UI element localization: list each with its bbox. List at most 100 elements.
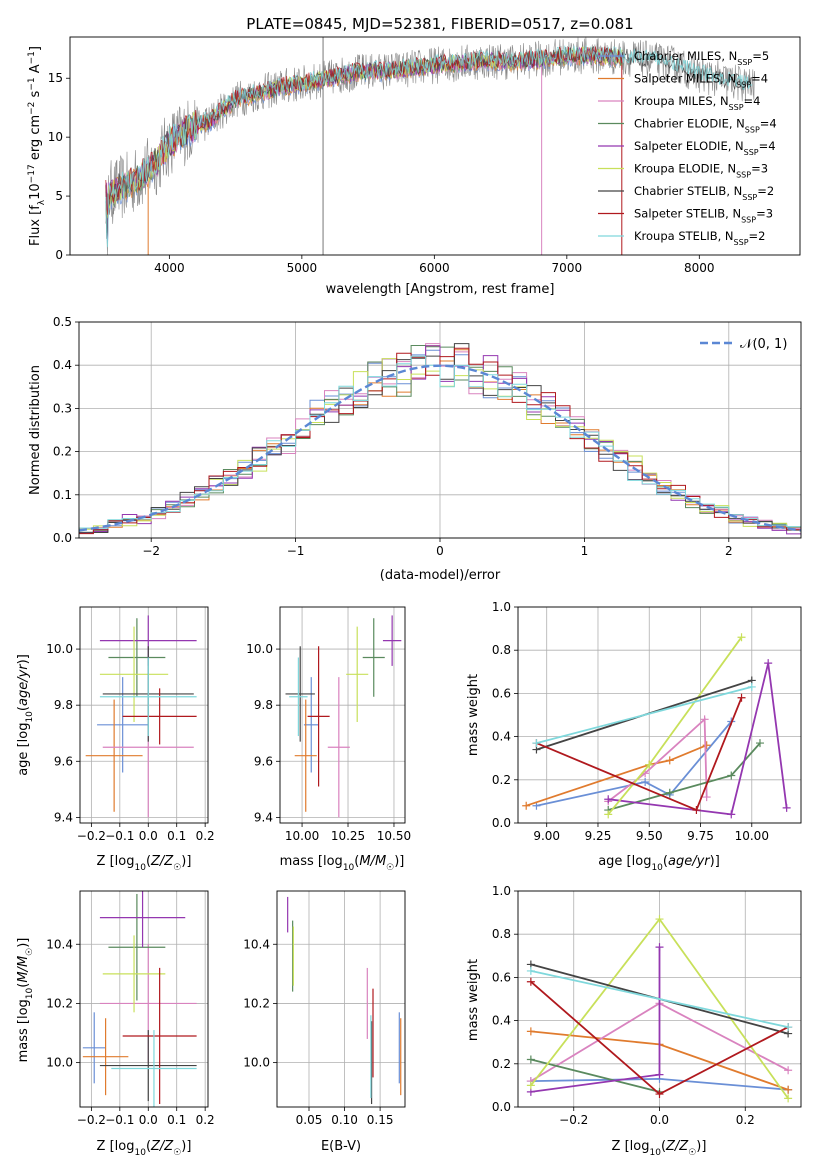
y-tick-label: 9.6 bbox=[54, 754, 73, 768]
series-line-2 bbox=[607, 717, 708, 803]
data-point bbox=[755, 739, 764, 748]
x-tick-label: −0.1 bbox=[105, 829, 134, 843]
y-tick-label: 0 bbox=[55, 248, 63, 262]
data-point bbox=[727, 810, 736, 819]
y-tick-label: 9.8 bbox=[254, 698, 273, 712]
y-tick-label: 10.0 bbox=[46, 642, 73, 656]
y-tick-label: 5 bbox=[55, 189, 63, 203]
data-point bbox=[665, 756, 674, 765]
series-line-0 bbox=[536, 720, 732, 807]
y-tick-label: 0.2 bbox=[492, 773, 511, 787]
y-tick-label: 0.4 bbox=[53, 358, 72, 372]
series-line-7 bbox=[536, 697, 743, 812]
x-axis-label: (data-model)/error bbox=[380, 568, 501, 583]
data-point bbox=[645, 760, 654, 769]
y-axis-label: Flux [fλ10−17 erg cm−2 s−1 A−1] bbox=[27, 46, 47, 246]
series-line-3 bbox=[530, 1058, 660, 1093]
y-tick-label: 0.4 bbox=[492, 730, 511, 744]
data-point bbox=[782, 803, 791, 812]
panel-mass-vs-metallicity: −0.2 −0.1 0.0 0.1 0.2 10.0 10.2 10.4 bbox=[46, 890, 215, 1127]
x-tick-label: 9.50 bbox=[636, 829, 663, 843]
x-tick-label: 0 bbox=[436, 544, 444, 558]
x-tick-label: 0.10 bbox=[331, 1113, 358, 1127]
y-axis-label: age [log10(age/yr)] bbox=[16, 654, 35, 776]
panel-spectrum: 4000 5000 6000 7000 8000 0 5 10 15 bbox=[48, 36, 801, 275]
legend-entry: Salpeter STELIB, NSSP=3 bbox=[634, 207, 773, 225]
data-point bbox=[784, 1085, 793, 1094]
y-tick-label: 0.6 bbox=[492, 686, 511, 700]
y-tick-label: 10.2 bbox=[46, 996, 73, 1010]
y-tick-label: 10.0 bbox=[246, 642, 273, 656]
x-tick-label: 0.1 bbox=[167, 1113, 186, 1127]
legend-entry: Chabrier STELIB, NSSP=2 bbox=[634, 184, 774, 202]
x-tick-label: 5000 bbox=[287, 261, 318, 275]
x-tick-label: 0.2 bbox=[196, 829, 215, 843]
plot-area bbox=[105, 37, 756, 255]
legend-entry: Kroupa MILES, NSSP=4 bbox=[634, 94, 760, 112]
x-axis-label: Z [log10(Z/Z☉)] bbox=[97, 1139, 192, 1158]
y-tick-label: 0.0 bbox=[492, 816, 511, 830]
legend-entry: Chabrier MILES, NSSP=5 bbox=[634, 49, 769, 67]
y-axis-label: Normed distribution bbox=[28, 365, 43, 495]
x-axis-label: age [log10(age/yr)] bbox=[598, 854, 720, 873]
axes-frame bbox=[69, 36, 801, 256]
x-tick-label: 10.00 bbox=[735, 829, 769, 843]
x-tick-label: 0.05 bbox=[296, 1113, 323, 1127]
chart-title: PLATE=0845, MJD=52381, FIBERID=0517, z=0… bbox=[246, 15, 633, 33]
data-point bbox=[526, 1081, 535, 1090]
y-axis-label: mass weight bbox=[466, 674, 481, 756]
x-tick-label: 10.00 bbox=[285, 829, 319, 843]
y-tick-label: 1.0 bbox=[492, 600, 511, 614]
plot-area bbox=[522, 633, 791, 819]
y-tick-label: 10.0 bbox=[46, 1056, 73, 1070]
x-tick-label: −0.1 bbox=[105, 1113, 134, 1127]
y-tick-label: 0.8 bbox=[492, 643, 511, 657]
x-axis-label: mass [log10(M/M☉)] bbox=[280, 854, 405, 873]
y-tick-label: 9.4 bbox=[254, 810, 273, 824]
data-point bbox=[655, 1070, 664, 1079]
data-point bbox=[702, 793, 711, 802]
x-axis-label: Z [log10(Z/Z☉)] bbox=[97, 854, 192, 873]
x-tick-label: −1 bbox=[287, 544, 305, 558]
data-point bbox=[655, 915, 664, 924]
data-point bbox=[532, 739, 541, 748]
model-spectrum-8 bbox=[105, 45, 753, 248]
data-point bbox=[526, 1055, 535, 1064]
x-tick-label: 6000 bbox=[419, 261, 450, 275]
normal-curve bbox=[79, 364, 801, 532]
data-point bbox=[655, 1090, 664, 1099]
plot-area bbox=[285, 615, 402, 818]
y-tick-label: 15 bbox=[48, 71, 63, 85]
data-point bbox=[702, 741, 711, 750]
series-line-8 bbox=[536, 686, 753, 744]
y-tick-label: 0.4 bbox=[492, 1014, 511, 1028]
x-tick-label: 0.1 bbox=[167, 829, 186, 843]
series-line-8 bbox=[530, 970, 789, 1028]
x-tick-label: 0.15 bbox=[367, 1113, 394, 1127]
y-tick-label: 0.8 bbox=[492, 927, 511, 941]
legend-entry: Salpeter MILES, NSSP=4 bbox=[634, 72, 768, 90]
data-spectrum bbox=[105, 37, 756, 255]
panel-mass-vs-extinction: 0.05 0.10 0.15 10.0 10.2 10.4 bbox=[243, 890, 406, 1127]
data-point bbox=[784, 1094, 793, 1103]
y-tick-label: 0.0 bbox=[492, 1100, 511, 1114]
y-tick-label: 0.3 bbox=[53, 401, 72, 415]
data-point bbox=[784, 1023, 793, 1032]
y-tick-label: 0.5 bbox=[53, 315, 72, 329]
data-point bbox=[655, 943, 664, 952]
x-tick-label: 1 bbox=[581, 544, 589, 558]
plot-area bbox=[82, 891, 197, 1107]
y-tick-label: 9.4 bbox=[54, 810, 73, 824]
y-tick-label: 1.0 bbox=[492, 884, 511, 898]
legend-entry: 𝒩(0, 1) bbox=[740, 337, 787, 352]
panel-weight-vs-metallicity: −0.2 0.0 0.2 0.0 0.2 0.4 0.6 0.8 1.0 bbox=[492, 884, 802, 1127]
x-tick-label: 0.0 bbox=[139, 829, 158, 843]
legend-entry: Kroupa STELIB, NSSP=2 bbox=[634, 229, 765, 247]
panel-weight-vs-age: 9.00 9.25 9.50 9.75 10.00 0.0 0.2 0.4 0.6 0.8 1.0 bbox=[492, 600, 802, 843]
x-tick-label: 0.2 bbox=[196, 1113, 215, 1127]
data-point bbox=[604, 795, 613, 804]
axes-frame bbox=[279, 606, 406, 824]
data-point bbox=[747, 682, 756, 691]
y-tick-label: 0.2 bbox=[53, 445, 72, 459]
legend-entry: Salpeter ELODIE, NSSP=4 bbox=[634, 139, 776, 157]
